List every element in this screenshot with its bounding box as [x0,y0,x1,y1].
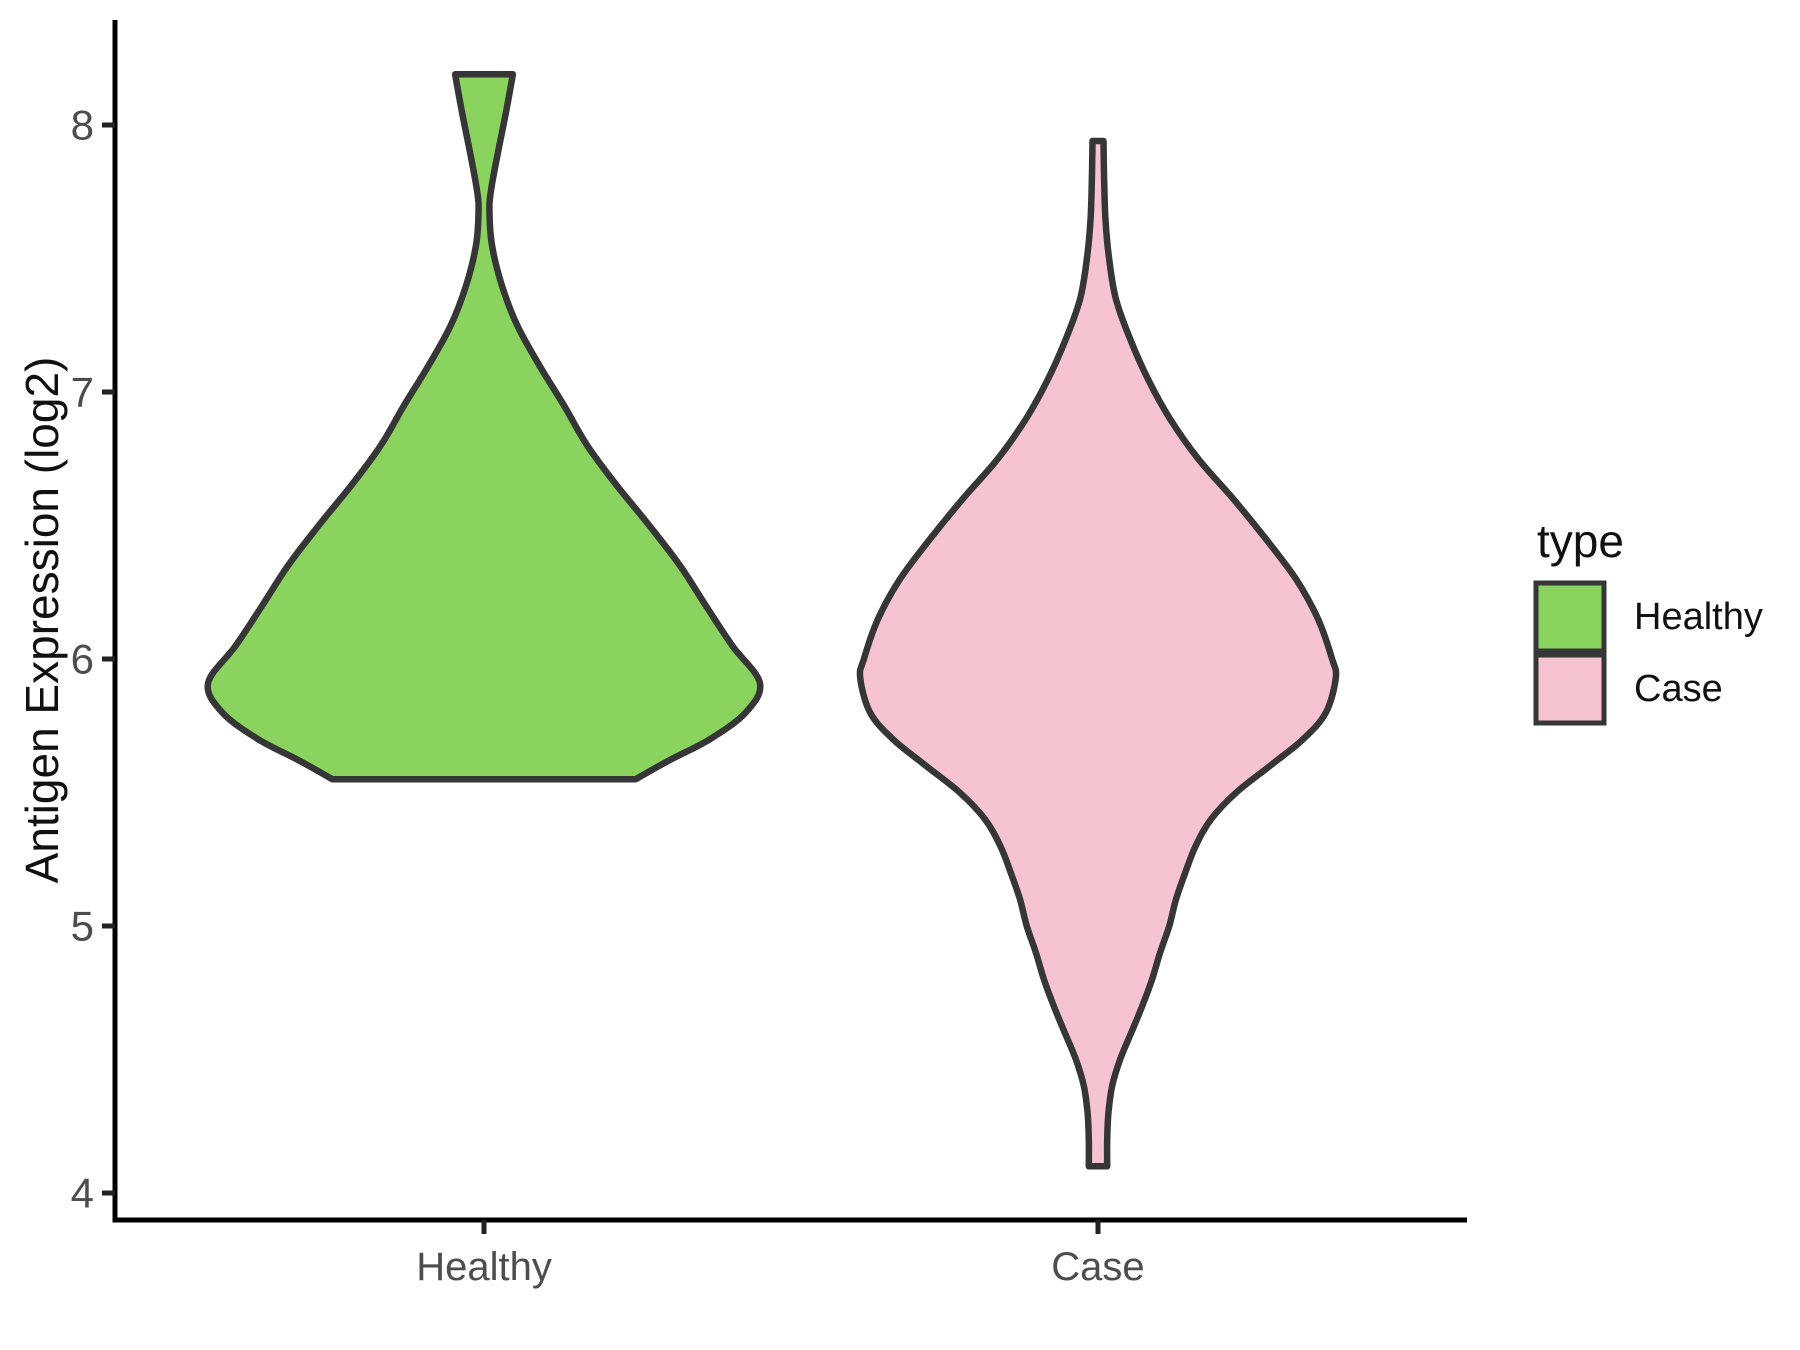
legend-key-case [1533,652,1607,726]
legend-label-healthy: Healthy [1634,596,1763,638]
violin-case [856,137,1340,1170]
y-tick-label-8: 8 [71,102,94,149]
x-axis-ticks: Healthy Case [416,1220,1145,1289]
y-tick-label-4: 4 [71,1170,94,1217]
violin-healthy [204,71,764,783]
legend-label-case: Case [1634,668,1723,710]
legend: type Healthy Case [1533,515,1763,726]
y-axis-ticks: 8 7 6 5 4 [71,102,115,1217]
legend-title: type [1537,515,1624,567]
x-tick-label-case: Case [1051,1245,1144,1289]
violins-layer [204,71,1340,1170]
legend-keys: Healthy Case [1533,580,1763,726]
y-axis-title: Antigen Expression (log2) [16,357,68,884]
axes-layer: 8 7 6 5 4 Healthy Case Antigen Expression (lo… [16,20,1467,1289]
legend-key-healthy [1533,580,1607,654]
y-tick-label-7: 7 [71,369,94,416]
y-tick-label-6: 6 [71,636,94,683]
y-tick-label-5: 5 [71,903,94,950]
x-tick-label-healthy: Healthy [416,1245,552,1289]
